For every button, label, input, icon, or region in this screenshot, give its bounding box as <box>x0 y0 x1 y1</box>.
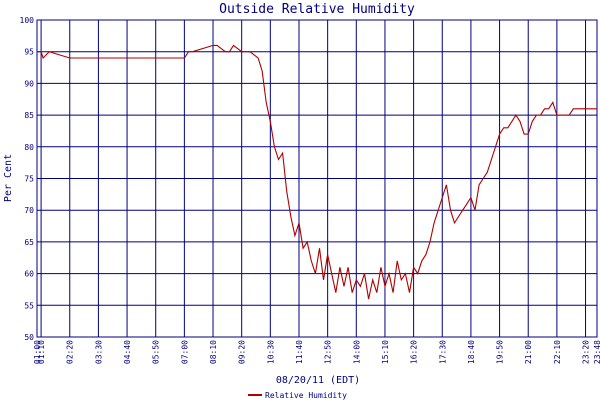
x-tick-label: 12:50 <box>324 340 333 364</box>
x-tick-label: 04:40 <box>123 340 132 364</box>
legend: Relative Humidity <box>248 391 347 400</box>
x-tick-label: 02:20 <box>66 340 75 364</box>
x-tick-label: 09:20 <box>238 340 247 364</box>
x-tick-label: 23:20 <box>582 340 591 364</box>
y-tick-label: 75 <box>24 175 34 184</box>
legend-label: Relative Humidity <box>265 391 347 400</box>
y-tick-label: 50 <box>24 333 34 342</box>
y-axis-ticks: 50 55 60 65 70 75 80 85 90 95 100 <box>20 16 35 342</box>
y-tick-label: 100 <box>20 16 35 25</box>
plot-grid <box>36 19 598 338</box>
y-tick-label: 60 <box>24 270 34 279</box>
y-axis-label: Per Cent <box>3 154 14 202</box>
x-tick-label: 22:10 <box>553 340 562 364</box>
x-tick-label: 21:00 <box>524 340 533 364</box>
x-tick-label: 18:40 <box>467 340 476 364</box>
y-tick-label: 70 <box>24 206 34 215</box>
x-tick-label: 17:30 <box>438 340 447 364</box>
y-tick-label: 55 <box>24 301 34 310</box>
plot-frame <box>36 19 598 338</box>
x-tick-label: 10:30 <box>266 340 275 364</box>
x-tick-label: 15:10 <box>381 340 390 364</box>
x-tick-label: 16:20 <box>410 340 419 364</box>
x-tick-label: 05:50 <box>152 340 161 364</box>
x-tick-label: 14:00 <box>352 340 361 364</box>
y-tick-label: 80 <box>24 143 34 152</box>
x-tick-label: 23:48 <box>593 340 600 364</box>
y-tick-label: 85 <box>24 111 34 120</box>
x-tick-label: 07:00 <box>180 340 189 364</box>
x-tick-label: 01:00 <box>33 340 42 364</box>
x-tick-label: 08:10 <box>209 340 218 364</box>
x-tick-label: 01:10 <box>37 340 46 364</box>
x-tick-label: 19:50 <box>496 340 505 364</box>
x-tick-label: 11:40 <box>295 340 304 364</box>
chart-title: Outside Relative Humidity <box>219 2 415 17</box>
series-line-relative-humidity <box>37 44 597 300</box>
y-tick-label: 65 <box>24 238 34 247</box>
y-tick-label: 90 <box>24 79 34 88</box>
x-tick-label: 03:30 <box>94 340 103 364</box>
x-axis-label: 08/20/11 (EDT) <box>276 375 360 386</box>
y-tick-label: 95 <box>24 48 34 57</box>
